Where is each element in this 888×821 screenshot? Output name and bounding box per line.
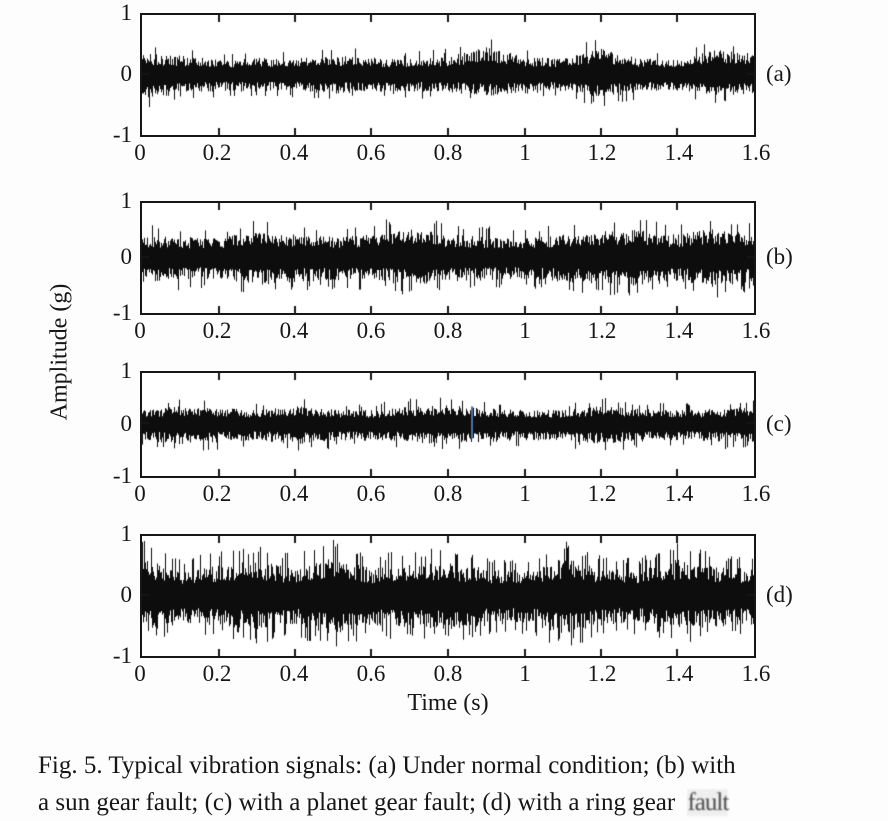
plot-box-1 bbox=[140, 13, 756, 137]
y-tick-label: -1 bbox=[112, 122, 132, 147]
plot-box-3 bbox=[140, 371, 756, 478]
x-tick-label: 0.2 bbox=[202, 140, 232, 165]
y-axis-label: Amplitude (g) bbox=[46, 283, 73, 421]
y-tick-label: 1 bbox=[120, 188, 133, 213]
x-tick-label: 0.6 bbox=[356, 318, 386, 343]
caption-smudged-word: fault bbox=[687, 789, 729, 816]
x-tick-label: 0.6 bbox=[356, 481, 386, 506]
caption-line-1: Fig. 5. Typical vibration signals: (a) U… bbox=[38, 752, 736, 779]
y-tick-label: 0 bbox=[120, 244, 133, 269]
x-tick-label: 0.8 bbox=[433, 661, 463, 686]
x-tick-label: 0.6 bbox=[356, 661, 386, 686]
waveform-canvas-2 bbox=[142, 203, 754, 313]
y-tick-label: 1 bbox=[120, 358, 133, 383]
x-tick-label: 1.2 bbox=[587, 661, 617, 686]
waveform-canvas-1 bbox=[142, 15, 754, 135]
x-tick-label: 1.2 bbox=[587, 481, 617, 506]
x-tick-label: 1 bbox=[519, 318, 531, 343]
y-tick-label: -1 bbox=[112, 300, 132, 325]
x-tick-label: 1.2 bbox=[587, 140, 617, 165]
waveform-canvas-4 bbox=[142, 536, 754, 656]
x-tick-label: 0.4 bbox=[279, 140, 309, 165]
x-tick-label: 0.8 bbox=[433, 140, 463, 165]
x-tick-label: 1.2 bbox=[587, 318, 617, 343]
plot-box-4 bbox=[140, 534, 756, 658]
x-tick-label: 0.6 bbox=[356, 140, 386, 165]
panel-letter-label: (c) bbox=[766, 410, 792, 436]
x-tick-label: 0.4 bbox=[279, 481, 309, 506]
y-tick-label: 0 bbox=[120, 61, 133, 86]
x-tick-label: 1 bbox=[519, 140, 531, 165]
x-tick-label: 0 bbox=[134, 318, 146, 343]
x-tick-label: 0.4 bbox=[279, 661, 309, 686]
y-tick-label: -1 bbox=[112, 463, 132, 488]
waveform-canvas-3 bbox=[142, 373, 754, 476]
x-tick-label: 0.8 bbox=[433, 481, 463, 506]
y-tick-label: 1 bbox=[120, 521, 133, 546]
figure-caption: Fig. 5. Typical vibration signals: (a) U… bbox=[38, 747, 862, 821]
y-tick-label: 0 bbox=[120, 410, 133, 436]
x-tick-label: 1 bbox=[519, 661, 531, 686]
x-tick-label: 0.4 bbox=[279, 318, 309, 343]
x-tick-label: 1.6 bbox=[741, 140, 771, 165]
y-tick-label: 1 bbox=[120, 0, 133, 25]
x-tick-label: 1 bbox=[519, 481, 531, 506]
panel-letter-label: (a) bbox=[766, 61, 792, 86]
x-tick-label: 0.2 bbox=[202, 481, 232, 506]
x-tick-label: 1.6 bbox=[741, 481, 771, 506]
x-tick-label: 0 bbox=[134, 481, 146, 506]
panel-letter-label: (d) bbox=[766, 582, 793, 607]
x-tick-label: 0.2 bbox=[202, 661, 232, 686]
caption-line-2: a sun gear fault; (c) with a planet gear… bbox=[38, 789, 676, 816]
x-tick-label: 0 bbox=[134, 661, 146, 686]
y-tick-label: -1 bbox=[112, 643, 132, 668]
x-tick-label: 1.4 bbox=[664, 661, 694, 686]
x-tick-label: 1.6 bbox=[741, 318, 771, 343]
x-tick-label: 0 bbox=[134, 140, 146, 165]
x-tick-label: 1.6 bbox=[741, 661, 771, 686]
plot-box-2 bbox=[140, 201, 756, 315]
x-tick-label: 0.2 bbox=[202, 318, 232, 343]
x-axis-label: Time (s) bbox=[407, 690, 489, 716]
x-tick-label: 0.8 bbox=[433, 318, 463, 343]
x-tick-label: 1.4 bbox=[664, 481, 694, 506]
x-tick-label: 1.4 bbox=[664, 318, 694, 343]
x-tick-label: 1.4 bbox=[664, 140, 694, 165]
panel-letter-label: (b) bbox=[766, 244, 793, 269]
y-tick-label: 0 bbox=[120, 582, 133, 607]
